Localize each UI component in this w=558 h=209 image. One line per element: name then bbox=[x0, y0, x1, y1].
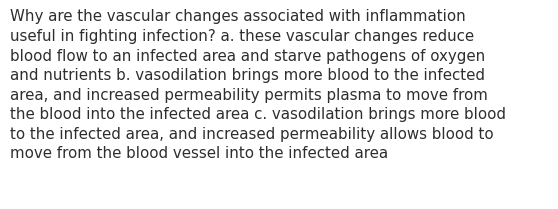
Text: Why are the vascular changes associated with inflammation
useful in fighting inf: Why are the vascular changes associated … bbox=[10, 9, 506, 161]
